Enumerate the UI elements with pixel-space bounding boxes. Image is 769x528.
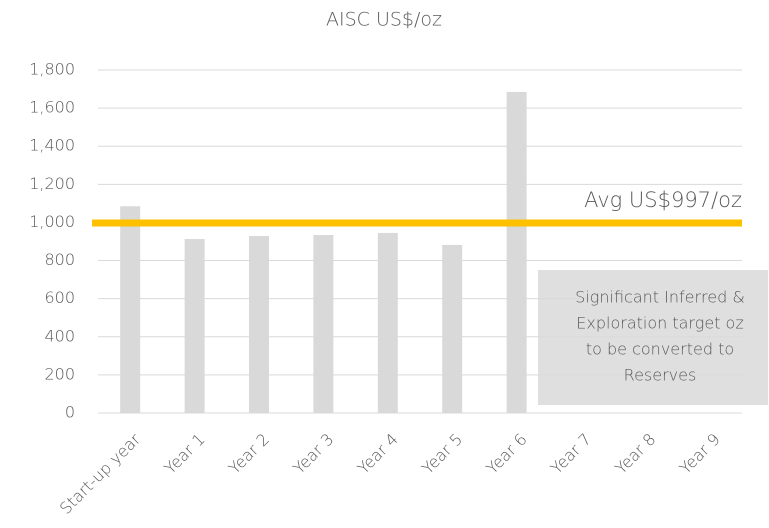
bar [313, 235, 334, 413]
annotation-box [538, 270, 768, 405]
annotation-text: Reserves [624, 366, 697, 385]
y-tick-label: 600 [44, 288, 75, 307]
bar [249, 235, 269, 413]
x-tick-label: Year 2 [225, 430, 273, 478]
x-tick-label: Year 7 [547, 430, 595, 478]
y-tick-label: 1,400 [29, 136, 75, 155]
bar [442, 244, 463, 413]
y-tick-label: 1,600 [29, 98, 75, 117]
annotation-text: Exploration target oz [576, 314, 743, 333]
y-tick-label: 400 [44, 326, 75, 345]
x-tick-label: Year 9 [676, 430, 724, 478]
x-tick-label: Year 6 [482, 430, 530, 478]
chart-title: AISC US$/oz [326, 9, 442, 31]
bar [120, 206, 141, 413]
bar [506, 91, 527, 414]
x-tick-label: Year 1 [160, 430, 208, 478]
y-tick-label: 1,000 [29, 212, 75, 231]
bar [184, 239, 205, 413]
y-tick-label: 1,800 [29, 60, 75, 79]
y-tick-label: 800 [44, 250, 75, 269]
annotation-text: to be converted to [586, 340, 734, 359]
x-tick-label: Start-up year [56, 429, 145, 518]
y-tick-label: 0 [65, 403, 75, 422]
x-tick-label: Year 3 [289, 430, 337, 478]
bar [377, 232, 398, 413]
annotation-text: Significant Inferred & [575, 288, 745, 307]
x-tick-label: Year 4 [354, 430, 402, 478]
average-label: Avg US$997/oz [584, 188, 742, 212]
y-tick-label: 200 [44, 364, 75, 383]
y-tick-label: 1,200 [29, 174, 75, 193]
x-tick-label: Year 8 [611, 430, 659, 478]
x-tick-label: Year 5 [418, 430, 466, 478]
